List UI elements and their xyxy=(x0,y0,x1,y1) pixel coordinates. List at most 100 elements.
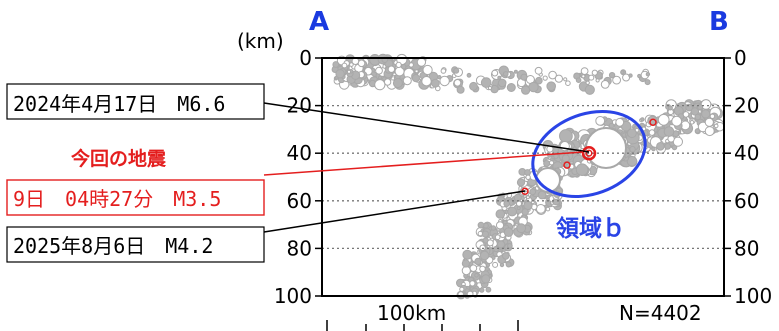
event-point xyxy=(534,66,543,75)
event-point xyxy=(516,200,522,207)
annotation-heading: 今回の地震 xyxy=(70,147,167,170)
event-point xyxy=(644,79,651,86)
event-point xyxy=(402,76,412,86)
event-point xyxy=(477,221,485,229)
event-point xyxy=(554,74,564,83)
event-point xyxy=(529,188,537,196)
event-point xyxy=(421,76,432,87)
highlighted-event xyxy=(649,118,657,127)
annotation-box-9th xyxy=(6,179,265,216)
y-tick-label-left: 0 xyxy=(299,46,312,70)
event-point xyxy=(656,142,665,151)
region-b-label: 領域ｂ xyxy=(556,215,625,242)
event-point xyxy=(374,79,386,91)
event-point xyxy=(495,209,506,219)
event-point xyxy=(542,75,548,81)
event-point xyxy=(375,66,383,75)
event-point xyxy=(497,75,502,80)
event-point xyxy=(507,243,513,249)
event-point xyxy=(525,195,530,200)
event-point xyxy=(704,126,715,137)
event-point xyxy=(575,163,589,176)
event-point xyxy=(704,117,714,127)
event-point xyxy=(685,103,693,112)
background-events xyxy=(331,53,725,300)
y-tick-label-left: 40 xyxy=(287,141,312,165)
event-point xyxy=(479,244,486,251)
event-point xyxy=(469,280,476,287)
event-point xyxy=(521,85,531,95)
annotation-2024-text: 2024年4月17日 M6.6 xyxy=(13,92,225,116)
event-point xyxy=(521,208,529,216)
highlighted-event-2024 xyxy=(581,145,597,161)
y-axis-label: (km) xyxy=(237,29,284,53)
event-point xyxy=(513,69,518,74)
event-point xyxy=(492,261,499,268)
event-point xyxy=(459,286,465,292)
y-tick-label-left: 80 xyxy=(287,236,312,260)
event-point xyxy=(588,74,595,81)
event-point xyxy=(709,113,716,120)
event-point xyxy=(565,80,571,86)
event-point xyxy=(651,146,656,152)
event-point xyxy=(664,143,672,150)
event-point xyxy=(485,286,492,293)
event-point xyxy=(600,80,610,89)
event-point xyxy=(474,257,482,266)
event-point xyxy=(559,129,573,143)
event-point xyxy=(474,273,479,278)
event-point xyxy=(395,61,402,69)
event-point xyxy=(525,174,531,181)
event-point xyxy=(637,73,642,79)
y-tick-label-right: 20 xyxy=(734,94,759,118)
event-point xyxy=(495,221,505,230)
event-point xyxy=(528,81,539,93)
event-point xyxy=(563,77,568,82)
region-b-outline xyxy=(531,109,647,199)
event-point xyxy=(502,252,510,260)
y-tick-label-right: 40 xyxy=(734,141,759,165)
event-point xyxy=(620,70,625,75)
event-point xyxy=(608,72,616,79)
event-point xyxy=(689,120,695,125)
distance-scale-bar xyxy=(326,320,519,331)
event-point xyxy=(580,67,589,75)
event-point xyxy=(461,266,471,276)
event-point xyxy=(657,113,670,126)
event-point xyxy=(545,206,551,212)
depth-grid xyxy=(322,104,724,250)
event-point xyxy=(335,69,345,79)
event-point xyxy=(516,206,521,211)
event-point xyxy=(671,115,683,127)
event-point xyxy=(690,107,700,116)
event-point xyxy=(667,105,673,111)
event-point xyxy=(645,72,651,77)
event-point xyxy=(411,74,420,83)
event-point xyxy=(439,75,450,87)
event-point xyxy=(701,109,711,119)
y-tick-label-left: 20 xyxy=(287,94,312,118)
annotation-box-2024 xyxy=(6,83,265,120)
event-point xyxy=(469,264,478,273)
event-point xyxy=(694,113,702,121)
event-point xyxy=(628,73,633,78)
event-point xyxy=(546,81,557,91)
plot-frame xyxy=(321,57,725,297)
event-point xyxy=(479,250,490,261)
event-point xyxy=(548,70,557,80)
event-point xyxy=(543,160,551,167)
event-point xyxy=(466,72,472,78)
leader-line-2024 xyxy=(263,102,590,153)
event-point xyxy=(456,85,465,94)
event-point xyxy=(648,129,656,136)
annotation-9th-text: 9日 04時27分 M3.5 xyxy=(13,187,221,211)
event-point xyxy=(506,83,516,92)
event-point xyxy=(440,68,447,74)
highlighted-event-9th xyxy=(585,149,593,157)
event-point xyxy=(392,78,403,89)
event-point xyxy=(332,61,340,68)
event-point xyxy=(535,76,543,85)
event-point xyxy=(516,223,527,234)
event-point xyxy=(481,274,491,284)
event-point xyxy=(561,154,570,163)
